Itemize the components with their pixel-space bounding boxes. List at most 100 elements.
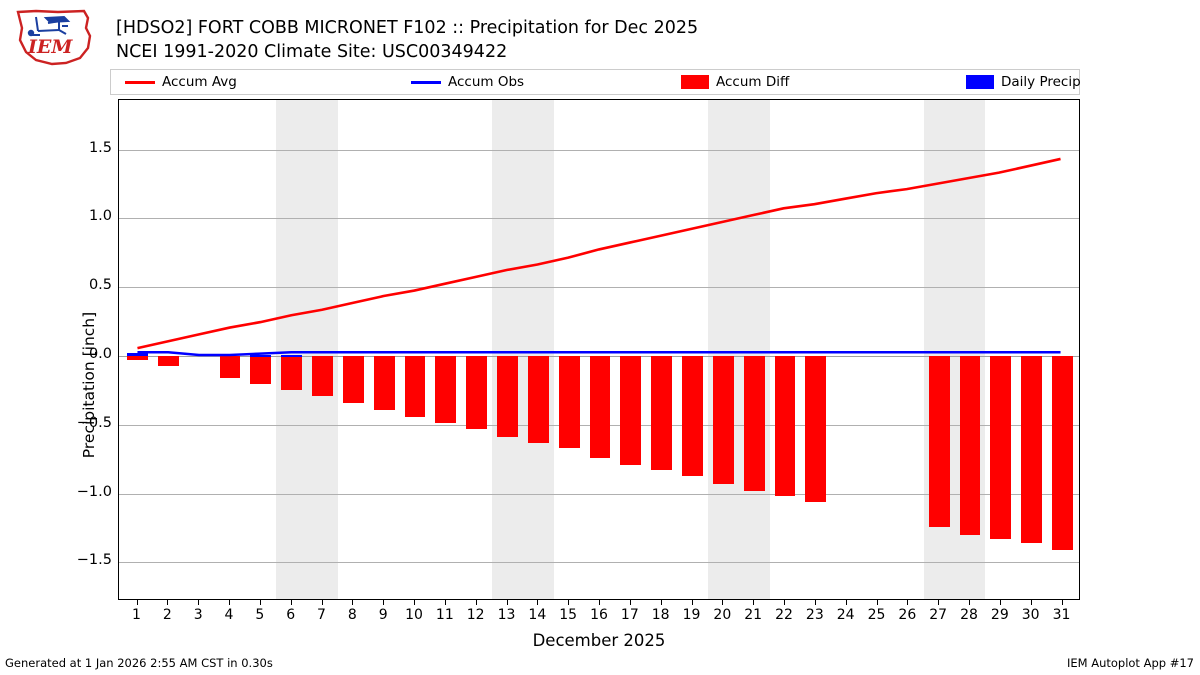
legend-label: Accum Obs: [448, 74, 525, 90]
x-tick-label: 3: [193, 607, 203, 623]
bar-accum-diff: [157, 356, 179, 366]
bar-accum-diff: [651, 356, 673, 471]
bar-accum-diff: [312, 356, 333, 396]
x-tick-label: 1: [132, 607, 141, 623]
bar-accum-diff: [1021, 356, 1043, 544]
footer-generated-text: Generated at 1 Jan 2026 2:55 AM CST in 0…: [5, 656, 273, 670]
bar-accum-diff: [928, 356, 950, 527]
x-tick-label: 10: [405, 607, 423, 623]
x-tick-mark: [907, 600, 909, 605]
legend-entry-daily-precip[interactable]: Daily Precip: [966, 70, 1081, 94]
x-tick-label: 26: [898, 607, 917, 623]
x-tick-label: 14: [528, 607, 547, 623]
x-axis: 1 2 3 4 5 6 7 8 9 10 11 12 13 14 15 16 17 18 19 20 21 22 23 24 2…: [118, 600, 1080, 626]
x-tick-label: 7: [317, 607, 326, 623]
bar-accum-diff: [127, 356, 148, 361]
x-tick-mark: [1061, 600, 1063, 605]
x-tick-label: 20: [713, 607, 732, 623]
series-lines: [137, 157, 1061, 357]
x-tick-label: 11: [435, 607, 454, 623]
legend-label: Accum Diff: [716, 74, 790, 90]
y-tick-label: −1.0: [76, 483, 112, 500]
legend-label: Accum Avg: [162, 74, 237, 90]
y-tick-label: 0.0: [88, 346, 112, 362]
x-tick-label: 22: [775, 607, 793, 623]
weekend-band: [276, 100, 338, 599]
x-tick-label: 23: [805, 607, 824, 623]
iowa-outline-icon: [16, 9, 92, 66]
title-line-2: NCEI 1991-2020 Climate Site: USC00349422: [116, 42, 508, 62]
x-tick-mark: [784, 600, 785, 605]
x-tick-mark: [290, 600, 292, 605]
x-tick-label: 27: [929, 607, 948, 623]
weather-station-icon: [27, 15, 71, 37]
x-tick-mark: [167, 600, 169, 605]
x-tick-mark: [321, 600, 323, 605]
bar-accum-diff: [281, 356, 303, 391]
bar-accum-diff: [959, 356, 981, 535]
x-tick-mark: [660, 600, 662, 605]
bar-accum-diff: [373, 356, 395, 410]
x-tick-mark: [259, 600, 261, 605]
x-tick-label: 13: [497, 607, 516, 623]
y-tick-label: −0.5: [76, 414, 112, 431]
legend-entry-accum-diff[interactable]: Accum Diff: [681, 70, 789, 94]
y-axis: Precipitation [inch] 1.5 1.0 0.5 0.0 −0.5 −1.…: [52, 99, 169, 600]
x-tick-label: 12: [466, 607, 485, 623]
legend-swatch-bar-icon: [681, 75, 709, 89]
bar-accum-diff: [435, 356, 457, 424]
x-tick-label: 18: [651, 607, 670, 623]
x-tick-label: 21: [744, 607, 763, 623]
iem-logo-text: IEM: [27, 36, 73, 58]
footer-app-text: IEM Autoplot App #17: [1066, 656, 1194, 670]
x-tick-mark: [414, 600, 415, 605]
legend-entry-accum-avg[interactable]: Accum Avg: [125, 70, 237, 94]
bar-accum-diff: [682, 356, 703, 476]
legend-entry-accum-obs[interactable]: Accum Obs: [411, 70, 524, 94]
x-axis-label: December 2025: [532, 631, 666, 650]
x-tick-label: 9: [378, 607, 388, 623]
x-tick-mark: [999, 600, 1001, 605]
bar-accum-diff: [990, 356, 1012, 540]
x-tick-label: 4: [224, 607, 234, 623]
bar-accum-diff: [558, 356, 580, 449]
y-tick-label: −1.5: [76, 552, 112, 569]
x-tick-mark: [599, 600, 600, 605]
iem-logo[interactable]: IEM: [6, 6, 102, 68]
x-tick-mark: [969, 600, 970, 605]
x-tick-mark: [568, 600, 570, 605]
x-tick-mark: [136, 600, 138, 605]
gridline: [119, 493, 1079, 495]
x-tick-label: 29: [990, 607, 1009, 623]
bar-accum-diff: [1052, 356, 1073, 551]
weekend-band: [707, 100, 770, 599]
x-tick-mark: [383, 600, 385, 605]
x-tick-mark: [938, 600, 940, 605]
bar-accum-diff: [589, 356, 611, 458]
x-tick-label: 8: [347, 607, 357, 623]
x-tick-label: 16: [590, 607, 608, 623]
bar-accum-diff: [527, 356, 549, 443]
x-tick-mark: [814, 600, 816, 605]
y-tick-label: 1.0: [88, 208, 112, 225]
x-tick-mark: [876, 600, 878, 605]
y-tick-label: 0.5: [88, 277, 112, 294]
page-title: [HDSO2] FORT COBB MICRONET F102 :: Preci…: [116, 16, 1076, 64]
x-tick-label: 24: [836, 607, 855, 623]
x-tick-mark: [506, 600, 508, 605]
x-tick-label: 28: [960, 607, 978, 623]
x-tick-mark: [537, 600, 539, 605]
bar-accum-diff: [219, 356, 241, 379]
legend-label: Daily Precip: [1001, 74, 1081, 90]
bar-accum-diff: [743, 356, 765, 491]
accum-avg-line: [137, 157, 1061, 350]
bar-accum-diff: [774, 356, 796, 497]
iem-logo-graphic: IEM: [16, 9, 92, 66]
x-tick-mark: [444, 600, 446, 605]
x-tick-mark: [753, 600, 755, 605]
y-axis-label: Precipitation [inch]: [80, 311, 98, 459]
accum-obs-line: [137, 350, 1061, 357]
x-tick-mark: [691, 600, 693, 605]
bar-daily-precip: [250, 354, 272, 357]
x-tick-label: 31: [1052, 607, 1071, 623]
